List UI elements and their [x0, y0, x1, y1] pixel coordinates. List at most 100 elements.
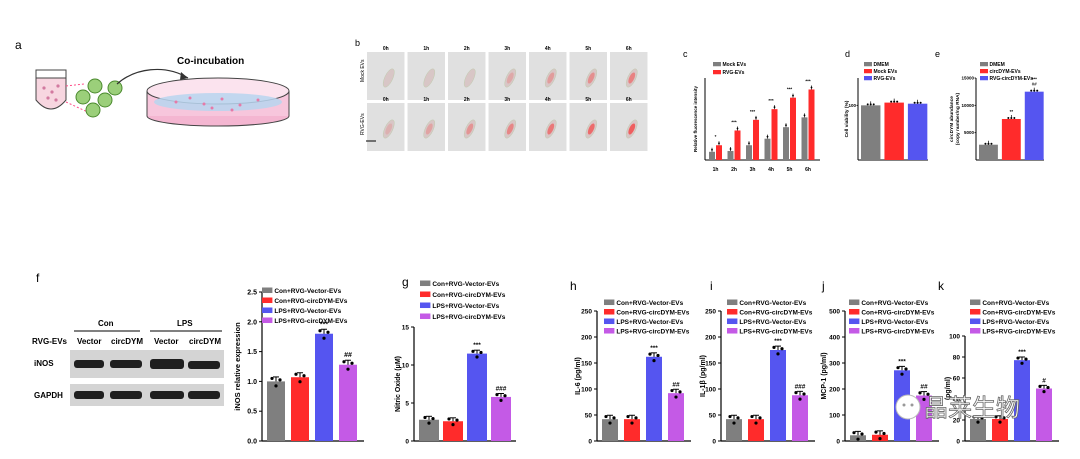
rvg-evs-label: RVG-EVs	[32, 337, 68, 346]
con-label: Con	[98, 319, 114, 328]
bar	[907, 103, 928, 160]
fluorescence-signal	[547, 72, 555, 84]
legend-swatch	[849, 299, 860, 306]
data-point	[318, 329, 322, 333]
y-tick-label: 150	[581, 360, 592, 367]
watermark-text: 晶莱生物	[924, 395, 1020, 422]
legend-swatch	[864, 62, 872, 67]
bar	[884, 102, 904, 160]
bar	[808, 89, 815, 160]
legend-label: DMEM	[874, 62, 889, 68]
panel-a-schematic: Co-incubation	[35, 56, 290, 127]
data-point	[674, 395, 678, 399]
time-label: 0h	[383, 46, 389, 52]
panel-letter-i: i	[710, 279, 713, 293]
data-point	[1007, 117, 1010, 119]
row-label-mock: Mock EVs	[360, 59, 366, 82]
y-tick-label: 10000	[961, 103, 974, 108]
panel-letter-g: g	[402, 275, 409, 289]
bar	[315, 333, 333, 441]
band-label-inos: iNOS	[34, 359, 54, 368]
legend-label: Con+RVG-Vector-EVs	[274, 288, 341, 295]
fluorescence-signal	[385, 123, 393, 135]
legend-label: LPS+RVG-Vector-EVs	[616, 319, 683, 326]
y-tick-label: 0	[836, 438, 840, 445]
legend-swatch	[420, 291, 431, 298]
bar	[709, 151, 715, 160]
y-axis-label: Relative fluorescence intensity	[693, 85, 698, 152]
legend-label: LPS+RVG-circDYM-EVs	[274, 318, 347, 325]
legend-label: Con+RVG-Vector-EVs	[861, 300, 928, 307]
data-point	[755, 116, 757, 119]
legend-label: RVG-EVs	[723, 70, 745, 76]
bar	[467, 353, 487, 441]
data-point	[869, 103, 872, 106]
significance-label: ***	[768, 98, 774, 103]
time-label: 3h	[504, 46, 510, 52]
data-point	[612, 416, 616, 420]
legend-label: LPS+RVG-circDYM-EVs	[616, 329, 689, 336]
panel-letter-e: e	[935, 49, 940, 59]
data-point	[634, 416, 638, 420]
data-point	[608, 421, 612, 425]
y-tick-label: 200	[705, 334, 716, 341]
data-point	[890, 100, 893, 103]
band-label-gapdh: GAPDH	[34, 391, 63, 400]
legend-swatch	[970, 328, 981, 334]
significance-label: ***	[787, 87, 793, 92]
bar	[801, 117, 808, 160]
y-axis-label: (pg/ml)	[945, 377, 952, 400]
y-axis-label: circDYM abundance	[949, 96, 955, 142]
chart-k: 0 20 40 60 80 100 (pg/ml) *** # Con+RVG-Vector-EV…	[945, 299, 1059, 445]
legend-label: RVG-circDYM-EVs	[990, 76, 1034, 82]
data-point	[499, 398, 503, 402]
legend-swatch	[727, 318, 738, 325]
data-point	[1036, 89, 1039, 92]
lane-label: Vector	[77, 337, 101, 346]
legend-swatch	[849, 309, 860, 315]
legend-swatch	[262, 307, 273, 314]
bar	[267, 381, 285, 441]
bar	[291, 377, 309, 441]
bar	[771, 109, 778, 160]
bar	[970, 418, 986, 441]
legend-swatch	[420, 302, 431, 309]
y-tick-label: 0.5	[247, 409, 257, 416]
bar	[726, 419, 742, 441]
bar	[1036, 388, 1052, 441]
y-tick-label: 2.0	[247, 319, 257, 326]
data-point	[1038, 384, 1042, 388]
x-tick-label: 6h	[805, 167, 811, 173]
data-point	[785, 124, 787, 127]
time-label: 1h	[423, 46, 429, 52]
cell-shape	[463, 68, 476, 88]
legend-label: Con+RVG-Vector-EVs	[432, 281, 499, 288]
bar	[727, 150, 734, 160]
data-point	[648, 352, 652, 356]
y-axis-label: IL-1β (pg/ml)	[700, 355, 707, 397]
y-tick-label: 2.5	[247, 289, 257, 296]
data-point	[475, 355, 479, 359]
data-point	[298, 380, 302, 384]
legend-label: Con+RVG-circDYM-EVs	[861, 310, 934, 317]
data-point	[987, 142, 990, 145]
significance-label: ##	[920, 384, 928, 391]
legend-label: Con+RVG-circDYM-EVs	[274, 298, 347, 305]
data-point	[976, 420, 980, 424]
co-incubation-title: Co-incubation	[177, 56, 244, 67]
bar	[1014, 360, 1030, 441]
bar	[646, 356, 662, 441]
significance-label: *	[715, 134, 717, 139]
cell-shape	[423, 119, 436, 139]
bar	[979, 144, 998, 160]
data-point	[896, 366, 900, 370]
data-point	[872, 103, 875, 106]
data-point	[678, 390, 682, 394]
data-point	[750, 414, 754, 419]
data-point	[1013, 117, 1016, 119]
data-point	[980, 416, 984, 420]
legend-label: Con+RVG-circDYM-EVs	[432, 292, 505, 299]
legend-label: LPS+RVG-Vector-EVs	[739, 319, 806, 326]
data-point	[896, 100, 899, 103]
